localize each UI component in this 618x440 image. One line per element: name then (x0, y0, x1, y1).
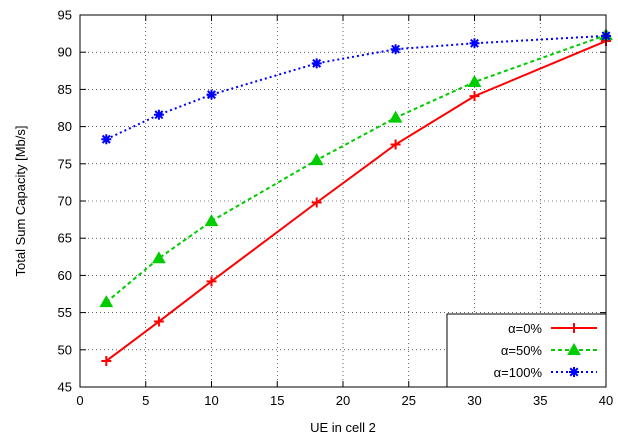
data-point (390, 44, 401, 55)
y-tick-label: 70 (58, 194, 72, 209)
x-axis-label: UE in cell 2 (310, 420, 376, 435)
data-point (569, 367, 579, 377)
series-2 (101, 30, 611, 145)
legend-label: α=0% (508, 321, 542, 336)
x-tick-label: 20 (336, 393, 350, 408)
y-tick-label: 60 (58, 268, 72, 283)
x-tick-label: 30 (467, 393, 481, 408)
y-axis-label: Total Sum Capacity [Mb/s] (13, 126, 28, 277)
y-tick-label: 45 (58, 380, 72, 395)
y-tick-label: 95 (58, 8, 72, 23)
x-tick-label: 5 (142, 393, 149, 408)
data-point (567, 342, 581, 355)
x-tick-label: 40 (599, 393, 613, 408)
legend-label: α=50% (501, 343, 543, 358)
data-point (390, 139, 401, 150)
data-point (152, 251, 166, 264)
y-tick-label: 75 (58, 156, 72, 171)
x-tick-label: 35 (533, 393, 547, 408)
data-point (388, 110, 403, 123)
x-tick-label: 25 (402, 393, 416, 408)
data-point (311, 58, 322, 69)
series-line (105, 34, 607, 141)
x-tick-label: 15 (270, 393, 284, 408)
data-point (206, 89, 217, 100)
data-point (153, 316, 164, 327)
series-line (105, 34, 607, 303)
x-tick-label: 10 (204, 393, 218, 408)
data-point (99, 295, 114, 308)
data-point (467, 74, 482, 87)
y-tick-label: 80 (58, 119, 72, 134)
axis-ticks: 0 5 10 15 20 25 30 35 40 45 50 55 60 65 70 75 80 85 90 95 (58, 8, 614, 409)
legend: α=0% α=50% α=100% (446, 313, 607, 388)
data-point (101, 134, 112, 145)
data-point (309, 153, 324, 166)
y-tick-label: 85 (58, 82, 72, 97)
legend-label: α=100% (494, 365, 543, 380)
y-tick-label: 65 (58, 231, 72, 246)
data-point (204, 214, 219, 227)
series-1 (99, 28, 613, 308)
data-point (101, 355, 112, 366)
data-point (311, 197, 322, 208)
y-tick-label: 55 (58, 305, 72, 320)
data-point (153, 109, 164, 120)
x-tick-label: 0 (76, 393, 83, 408)
data-point (469, 91, 480, 102)
y-tick-label: 50 (58, 342, 72, 357)
data-point (206, 276, 217, 287)
y-tick-label: 90 (58, 45, 72, 60)
data-point (569, 323, 579, 333)
data-point (469, 38, 480, 49)
